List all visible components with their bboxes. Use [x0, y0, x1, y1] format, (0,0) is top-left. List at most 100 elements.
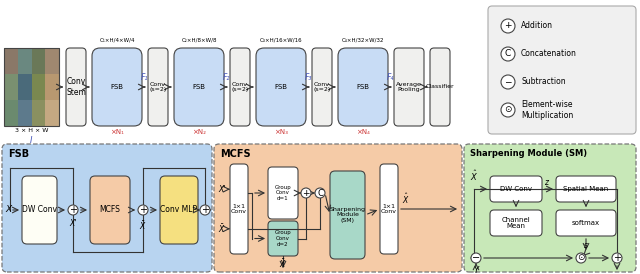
Circle shape [68, 205, 78, 215]
Text: +: + [302, 189, 310, 198]
FancyBboxPatch shape [160, 176, 198, 244]
FancyBboxPatch shape [174, 48, 224, 126]
Text: C₂×H/8×W/8: C₂×H/8×W/8 [181, 38, 217, 43]
Circle shape [301, 188, 311, 198]
Text: Sharpening Module (SM): Sharpening Module (SM) [470, 149, 587, 158]
FancyBboxPatch shape [230, 164, 248, 254]
Text: +: + [201, 205, 209, 215]
Text: FSB: FSB [275, 84, 287, 90]
Text: Element-wise
Multiplication: Element-wise Multiplication [521, 100, 573, 120]
Text: 1×1
Conv: 1×1 Conv [381, 204, 397, 214]
Text: I: I [30, 136, 33, 145]
FancyBboxPatch shape [230, 48, 250, 126]
FancyBboxPatch shape [338, 48, 388, 126]
FancyBboxPatch shape [268, 221, 298, 256]
Text: C₁×H/4×W/4: C₁×H/4×W/4 [99, 38, 135, 43]
FancyBboxPatch shape [490, 176, 542, 202]
Text: Classifier: Classifier [426, 84, 454, 90]
FancyBboxPatch shape [556, 176, 616, 202]
Text: FSB: FSB [193, 84, 205, 90]
Text: Conv
(s=2): Conv (s=2) [314, 82, 331, 92]
FancyBboxPatch shape [148, 48, 168, 126]
Bar [18, 99, 32, 126]
Bar [45, 99, 60, 126]
Circle shape [138, 205, 148, 215]
Text: $\bar{X}$: $\bar{X}$ [279, 257, 287, 270]
Bar [31, 99, 45, 126]
Text: F₂: F₂ [222, 73, 230, 82]
Text: Conv
(s=2): Conv (s=2) [232, 82, 248, 92]
Text: F₄: F₄ [387, 73, 394, 82]
Text: Group
Conv
d=1: Group Conv d=1 [275, 185, 291, 201]
FancyBboxPatch shape [488, 6, 636, 134]
Text: ×N₄: ×N₄ [356, 129, 370, 135]
FancyBboxPatch shape [330, 171, 365, 259]
FancyBboxPatch shape [312, 48, 332, 126]
Bar [31, 47, 45, 74]
FancyBboxPatch shape [22, 176, 57, 244]
Text: z: z [544, 178, 548, 187]
Text: FSB: FSB [111, 84, 124, 90]
Text: $\bar{X}$: $\bar{X}$ [139, 219, 147, 232]
Text: Spatial Mean: Spatial Mean [563, 186, 609, 192]
Text: FSB: FSB [8, 149, 29, 159]
Text: F₁: F₁ [140, 73, 148, 82]
Text: +: + [69, 205, 77, 215]
Text: Conv MLP: Conv MLP [161, 206, 198, 215]
FancyBboxPatch shape [430, 48, 450, 126]
Text: X': X' [69, 219, 77, 228]
Circle shape [501, 19, 515, 33]
Text: +: + [139, 205, 147, 215]
Text: 3 × H × W: 3 × H × W [15, 128, 48, 133]
Text: ×N₂: ×N₂ [192, 129, 206, 135]
Bar [4, 48, 59, 126]
Text: Subtraction: Subtraction [521, 78, 566, 87]
Circle shape [501, 75, 515, 89]
FancyBboxPatch shape [490, 210, 542, 236]
FancyBboxPatch shape [2, 144, 212, 272]
Text: +: + [613, 253, 621, 263]
Bar [4, 99, 19, 126]
Bar [18, 73, 32, 100]
Text: C₃×H/16×W/16: C₃×H/16×W/16 [260, 38, 302, 43]
Text: Sharpening
Module
(SM): Sharpening Module (SM) [330, 207, 365, 223]
Circle shape [200, 205, 210, 215]
Text: Channel
Mean: Channel Mean [502, 216, 531, 230]
Text: Group
Conv
d=2: Group Conv d=2 [275, 230, 291, 247]
Circle shape [612, 253, 622, 263]
Text: Average
Pooling: Average Pooling [396, 82, 422, 92]
Text: $\hat{X}$: $\hat{X}$ [470, 169, 478, 183]
Text: Conv
(s=2): Conv (s=2) [149, 82, 166, 92]
Text: DW Conv: DW Conv [22, 206, 57, 215]
Circle shape [315, 188, 325, 198]
Text: ×N₃: ×N₃ [274, 129, 288, 135]
FancyBboxPatch shape [394, 48, 424, 126]
Circle shape [576, 253, 586, 263]
Text: Concatenation: Concatenation [521, 50, 577, 59]
Circle shape [501, 47, 515, 61]
Text: X': X' [218, 185, 225, 194]
Text: C: C [505, 50, 511, 59]
Bar [4, 73, 19, 100]
Text: ⊙: ⊙ [577, 253, 585, 262]
Text: +: + [504, 21, 512, 30]
FancyBboxPatch shape [92, 48, 142, 126]
Text: FSB: FSB [356, 84, 369, 90]
Circle shape [471, 253, 481, 263]
FancyBboxPatch shape [268, 167, 298, 219]
Text: $\bar{X}$: $\bar{X}$ [218, 222, 226, 235]
FancyBboxPatch shape [556, 210, 616, 236]
Text: C: C [317, 189, 323, 198]
Bar [45, 73, 60, 100]
FancyBboxPatch shape [256, 48, 306, 126]
FancyBboxPatch shape [214, 144, 462, 272]
Text: 1×1
Conv: 1×1 Conv [231, 204, 247, 214]
Text: softmax: softmax [572, 220, 600, 226]
Text: F₃: F₃ [304, 73, 312, 82]
Bar [18, 47, 32, 74]
FancyBboxPatch shape [380, 164, 398, 254]
Bar [31, 73, 45, 100]
Text: X: X [5, 206, 11, 215]
Text: MCFS: MCFS [100, 206, 120, 215]
Text: s: s [584, 241, 588, 250]
